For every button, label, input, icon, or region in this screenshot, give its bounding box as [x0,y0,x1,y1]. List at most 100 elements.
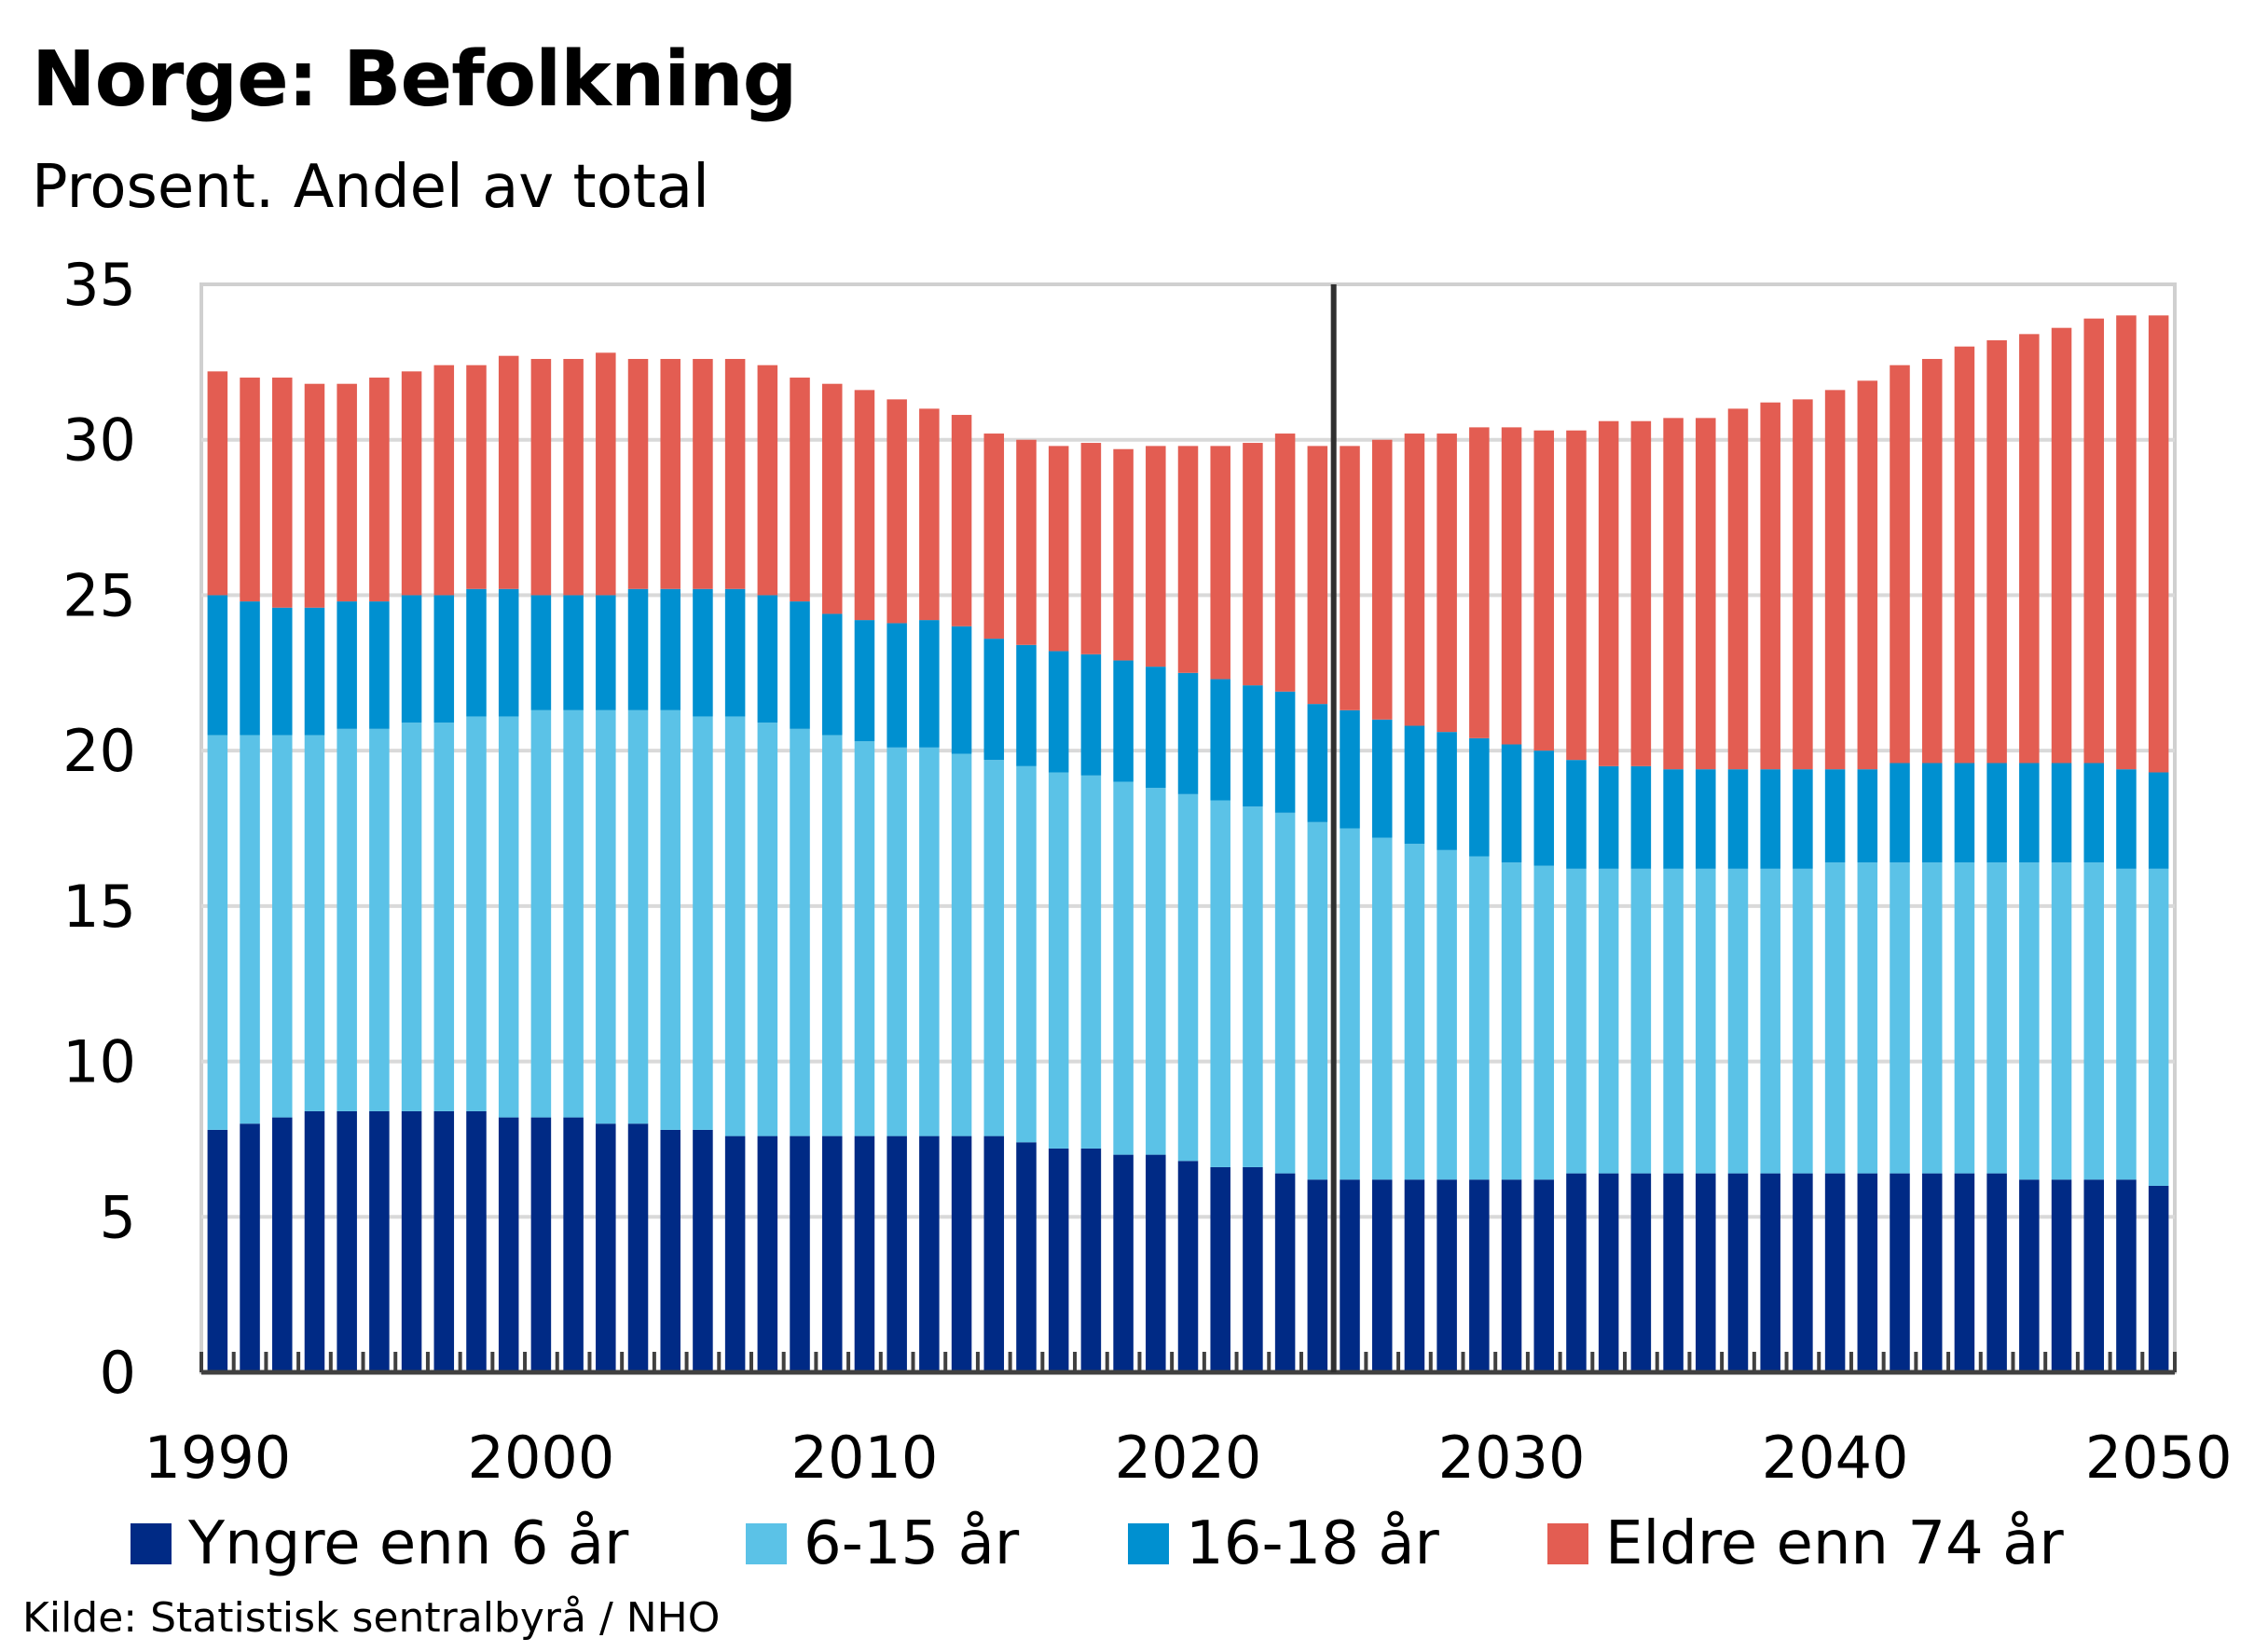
x-tick-label-2050: 2050 [2085,1424,2233,1492]
bar-2006-s3 [724,359,746,589]
bar-2023-s2 [1274,691,1296,813]
bar-2030-s0 [1501,1179,1522,1372]
bar-2045-s1 [1986,862,2007,1174]
bar-2003-s1 [627,709,649,1124]
legend-swatch-eldre [1547,1523,1588,1564]
bar-2028-s1 [1436,849,1457,1180]
bar-2024-s2 [1307,704,1328,822]
bar-2019-s2 [1146,667,1166,789]
bar-2003-s0 [627,1123,649,1372]
bar-1997-s3 [433,365,455,596]
bar-2031-s1 [1533,865,1555,1180]
bar-2031-s3 [1533,430,1555,751]
bar-2018-s1 [1113,781,1134,1155]
bar-2010-s1 [854,741,875,1136]
bar-2007-s1 [757,723,778,1136]
bar-2048-s0 [2083,1179,2104,1372]
y-tick-label-10: 10 [62,1028,136,1096]
bar-2032-s1 [1566,868,1587,1174]
bar-2033-s3 [1598,420,1619,766]
bar-2036-s0 [1696,1173,1716,1372]
bar-2038-s0 [1760,1173,1780,1372]
bar-2041-s3 [1857,380,1878,770]
bar-2046-s2 [2019,763,2040,863]
bar-2040-s1 [1824,862,1846,1174]
bar-2049-s0 [2116,1179,2137,1372]
bar-2000-s1 [530,709,552,1118]
bar-2022-s0 [1243,1166,1263,1372]
bar-2030-s1 [1501,862,1522,1180]
bar-2013-s3 [951,415,972,626]
bar-2042-s1 [1890,862,1910,1174]
bar-2016-s0 [1048,1148,1069,1372]
bar-2026-s2 [1371,719,1393,838]
bar-1991-s1 [240,735,260,1124]
bar-2027-s2 [1404,725,1425,845]
bar-2015-s3 [1016,439,1037,645]
bar-2044-s0 [1954,1173,1975,1372]
bar-2038-s1 [1760,868,1780,1174]
x-tick-label-2030: 2030 [1438,1424,1586,1492]
bar-1999-s3 [498,355,519,589]
bar-2014-s1 [983,760,1005,1136]
bar-2039-s1 [1793,868,1813,1174]
bar-2028-s2 [1436,732,1457,850]
legend-item-6-15: 6-15 år [746,1507,1019,1581]
bar-2021-s2 [1210,679,1230,801]
bar-2047-s1 [2051,862,2072,1180]
bar-1997-s1 [433,723,455,1111]
bar-2024-s1 [1307,821,1328,1180]
bar-2036-s1 [1696,868,1716,1174]
bar-2000-s2 [530,595,552,710]
bar-2041-s0 [1857,1173,1878,1372]
bar-2024-s0 [1307,1179,1328,1372]
bar-2010-s3 [854,390,875,621]
bar-2004-s2 [660,588,680,710]
bar-2040-s0 [1824,1173,1846,1372]
x-tick-label-2020: 2020 [1115,1424,1262,1492]
y-tick-label-20: 20 [62,717,136,785]
y-tick-label-35: 35 [62,251,136,319]
bar-2009-s0 [821,1136,843,1372]
y-tick-label-15: 15 [62,873,136,941]
bar-2013-s0 [951,1136,972,1372]
bar-2048-s3 [2083,318,2104,764]
bar-1990-s0 [207,1129,228,1372]
bar-2021-s1 [1210,800,1230,1167]
bar-1997-s0 [433,1110,455,1372]
bar-2020-s1 [1177,793,1199,1162]
bar-1996-s3 [401,371,422,596]
bar-2006-s2 [724,588,746,717]
bar-2037-s2 [1727,769,1749,869]
bar-2009-s3 [821,383,843,614]
bar-2019-s1 [1146,788,1166,1155]
bar-1991-s3 [240,378,260,602]
bar-2036-s3 [1696,418,1716,770]
bar-2037-s0 [1727,1173,1749,1372]
bar-1998-s1 [466,716,487,1111]
bar-2045-s0 [1986,1173,2007,1372]
bar-2035-s1 [1663,868,1684,1174]
bar-2049-s2 [2116,769,2137,869]
bar-2047-s2 [2051,763,2072,863]
bar-2040-s2 [1824,769,1846,863]
bar-2044-s2 [1954,763,1975,863]
bar-2007-s0 [757,1136,778,1372]
bar-2046-s0 [2019,1179,2040,1372]
bar-1990-s2 [207,595,228,736]
bar-2049-s1 [2116,868,2137,1180]
bar-2008-s3 [790,378,810,602]
source-note: Kilde: Statistisk sentralbyrå / NHO [22,1594,721,1642]
bar-2002-s2 [596,595,616,710]
bar-2011-s1 [887,747,907,1136]
bar-2025-s0 [1340,1179,1360,1372]
bar-2031-s2 [1533,750,1555,866]
bar-2017-s3 [1080,443,1102,654]
bar-2005-s0 [693,1129,713,1372]
bar-2034-s3 [1630,420,1652,766]
legend-label-eldre: Eldre enn 74 år [1605,1509,2064,1578]
bar-1996-s0 [401,1110,422,1372]
bar-2050-s0 [2148,1185,2169,1372]
bar-2035-s0 [1663,1173,1684,1372]
bar-2015-s0 [1016,1142,1037,1372]
